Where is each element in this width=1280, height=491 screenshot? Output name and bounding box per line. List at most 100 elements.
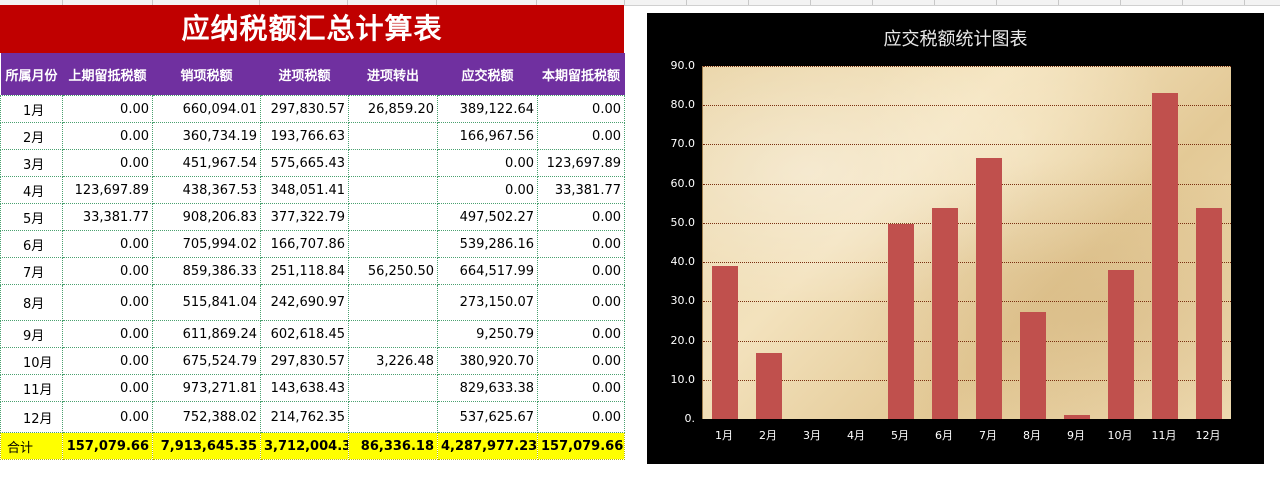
cell-input-tax[interactable]: 348,051.41: [260, 176, 349, 204]
cell-current-credit[interactable]: 33,381.77: [537, 176, 625, 204]
cell-tax-payable[interactable]: 497,502.27: [437, 203, 538, 231]
cell-input-transfer[interactable]: [348, 374, 438, 402]
cell-tax-payable[interactable]: 829,633.38: [437, 374, 538, 402]
cell-output-tax[interactable]: 973,271.81: [152, 374, 261, 402]
cell-output-tax[interactable]: 360,734.19: [152, 122, 261, 150]
cell-input-tax[interactable]: 297,830.57: [260, 95, 349, 123]
cell-input-tax[interactable]: 214,762.35: [260, 401, 349, 433]
cell-input-transfer[interactable]: [348, 122, 438, 150]
cell-current-credit[interactable]: 0.00: [537, 401, 625, 433]
bar[interactable]: [1195, 207, 1223, 419]
bar[interactable]: [1063, 415, 1091, 419]
cell-output-tax[interactable]: 908,206.83: [152, 203, 261, 231]
cell-output-tax[interactable]: 752,388.02: [152, 401, 261, 433]
cell-prev-credit[interactable]: 0.00: [62, 347, 153, 375]
cell-output-tax[interactable]: 451,967.54: [152, 149, 261, 177]
cell-prev-credit[interactable]: 0.00: [62, 374, 153, 402]
plot-area[interactable]: [702, 66, 1231, 419]
cell-input-tax[interactable]: 251,118.84: [260, 257, 349, 285]
cell-month[interactable]: 5月: [0, 203, 63, 231]
cell-current-credit[interactable]: 0.00: [537, 347, 625, 375]
cell-input-tax[interactable]: 377,322.79: [260, 203, 349, 231]
bar[interactable]: [1019, 311, 1047, 419]
cell-input-transfer[interactable]: [348, 401, 438, 433]
total-cell-prev-credit[interactable]: 157,079.66: [62, 432, 153, 460]
cell-month[interactable]: 11月: [0, 374, 63, 402]
cell-month[interactable]: 8月: [0, 284, 63, 321]
cell-month[interactable]: 2月: [0, 122, 63, 150]
cell-input-transfer[interactable]: [348, 284, 438, 321]
cell-prev-credit[interactable]: 123,697.89: [62, 176, 153, 204]
cell-input-transfer[interactable]: [348, 176, 438, 204]
cell-input-transfer[interactable]: 3,226.48: [348, 347, 438, 375]
total-cell-input-transfer[interactable]: 86,336.18: [348, 432, 438, 460]
cell-tax-payable[interactable]: 389,122.64: [437, 95, 538, 123]
cell-month[interactable]: 10月: [0, 347, 63, 375]
cell-current-credit[interactable]: 0.00: [537, 320, 625, 348]
cell-current-credit[interactable]: 0.00: [537, 257, 625, 285]
cell-input-transfer[interactable]: 56,250.50: [348, 257, 438, 285]
cell-tax-payable[interactable]: 166,967.56: [437, 122, 538, 150]
cell-prev-credit[interactable]: 0.00: [62, 320, 153, 348]
bar[interactable]: [931, 207, 959, 419]
cell-prev-credit[interactable]: 33,381.77: [62, 203, 153, 231]
cell-current-credit[interactable]: 0.00: [537, 284, 625, 321]
cell-input-transfer[interactable]: [348, 230, 438, 258]
header-input-transfer[interactable]: 进项转出: [348, 53, 438, 96]
cell-output-tax[interactable]: 859,386.33: [152, 257, 261, 285]
bar[interactable]: [711, 266, 739, 419]
cell-prev-credit[interactable]: 0.00: [62, 257, 153, 285]
header-input-tax[interactable]: 进项税额: [260, 53, 349, 96]
cell-tax-payable[interactable]: 0.00: [437, 149, 538, 177]
cell-input-tax[interactable]: 193,766.63: [260, 122, 349, 150]
bar[interactable]: [755, 353, 783, 419]
cell-month[interactable]: 12月: [0, 401, 63, 433]
cell-prev-credit[interactable]: 0.00: [62, 149, 153, 177]
cell-month[interactable]: 3月: [0, 149, 63, 177]
total-cell-current-credit[interactable]: 157,079.66: [537, 432, 625, 460]
cell-input-tax[interactable]: 575,665.43: [260, 149, 349, 177]
header-month[interactable]: 所属月份: [0, 53, 63, 96]
cell-tax-payable[interactable]: 380,920.70: [437, 347, 538, 375]
cell-output-tax[interactable]: 515,841.04: [152, 284, 261, 321]
cell-tax-payable[interactable]: 537,625.67: [437, 401, 538, 433]
cell-prev-credit[interactable]: 0.00: [62, 230, 153, 258]
cell-input-transfer[interactable]: [348, 203, 438, 231]
cell-input-tax[interactable]: 602,618.45: [260, 320, 349, 348]
cell-input-transfer[interactable]: 26,859.20: [348, 95, 438, 123]
cell-input-tax[interactable]: 242,690.97: [260, 284, 349, 321]
total-cell-output-tax[interactable]: 7,913,645.35: [152, 432, 261, 460]
cell-tax-payable[interactable]: 0.00: [437, 176, 538, 204]
cell-input-tax[interactable]: 143,638.43: [260, 374, 349, 402]
total-cell-tax-payable[interactable]: 4,287,977.23: [437, 432, 538, 460]
cell-output-tax[interactable]: 611,869.24: [152, 320, 261, 348]
cell-input-transfer[interactable]: [348, 149, 438, 177]
cell-month[interactable]: 9月: [0, 320, 63, 348]
cell-input-transfer[interactable]: [348, 320, 438, 348]
cell-input-tax[interactable]: 297,830.57: [260, 347, 349, 375]
cell-current-credit[interactable]: 0.00: [537, 374, 625, 402]
cell-tax-payable[interactable]: 664,517.99: [437, 257, 538, 285]
bar[interactable]: [1107, 269, 1135, 419]
cell-current-credit[interactable]: 123,697.89: [537, 149, 625, 177]
cell-current-credit[interactable]: 0.00: [537, 122, 625, 150]
cell-tax-payable[interactable]: 539,286.16: [437, 230, 538, 258]
cell-tax-payable[interactable]: 273,150.07: [437, 284, 538, 321]
bar[interactable]: [975, 158, 1003, 419]
cell-output-tax[interactable]: 438,367.53: [152, 176, 261, 204]
header-tax-payable[interactable]: 应交税额: [437, 53, 538, 96]
cell-prev-credit[interactable]: 0.00: [62, 284, 153, 321]
cell-tax-payable[interactable]: 9,250.79: [437, 320, 538, 348]
cell-current-credit[interactable]: 0.00: [537, 95, 625, 123]
cell-month[interactable]: 4月: [0, 176, 63, 204]
cell-month[interactable]: 6月: [0, 230, 63, 258]
tax-chart[interactable]: 应交税额统计图表 0. 10.0 20.0 30.0 40.0 50.0 60.0 70.0 8…: [647, 13, 1264, 464]
cell-month[interactable]: 1月: [0, 95, 63, 123]
header-prev-credit[interactable]: 上期留抵税额: [62, 53, 153, 96]
cell-month[interactable]: 7月: [0, 257, 63, 285]
cell-prev-credit[interactable]: 0.00: [62, 95, 153, 123]
cell-output-tax[interactable]: 705,994.02: [152, 230, 261, 258]
total-cell-input-tax[interactable]: 3,712,004.30: [260, 432, 349, 460]
bar[interactable]: [887, 223, 915, 419]
cell-current-credit[interactable]: 0.00: [537, 203, 625, 231]
